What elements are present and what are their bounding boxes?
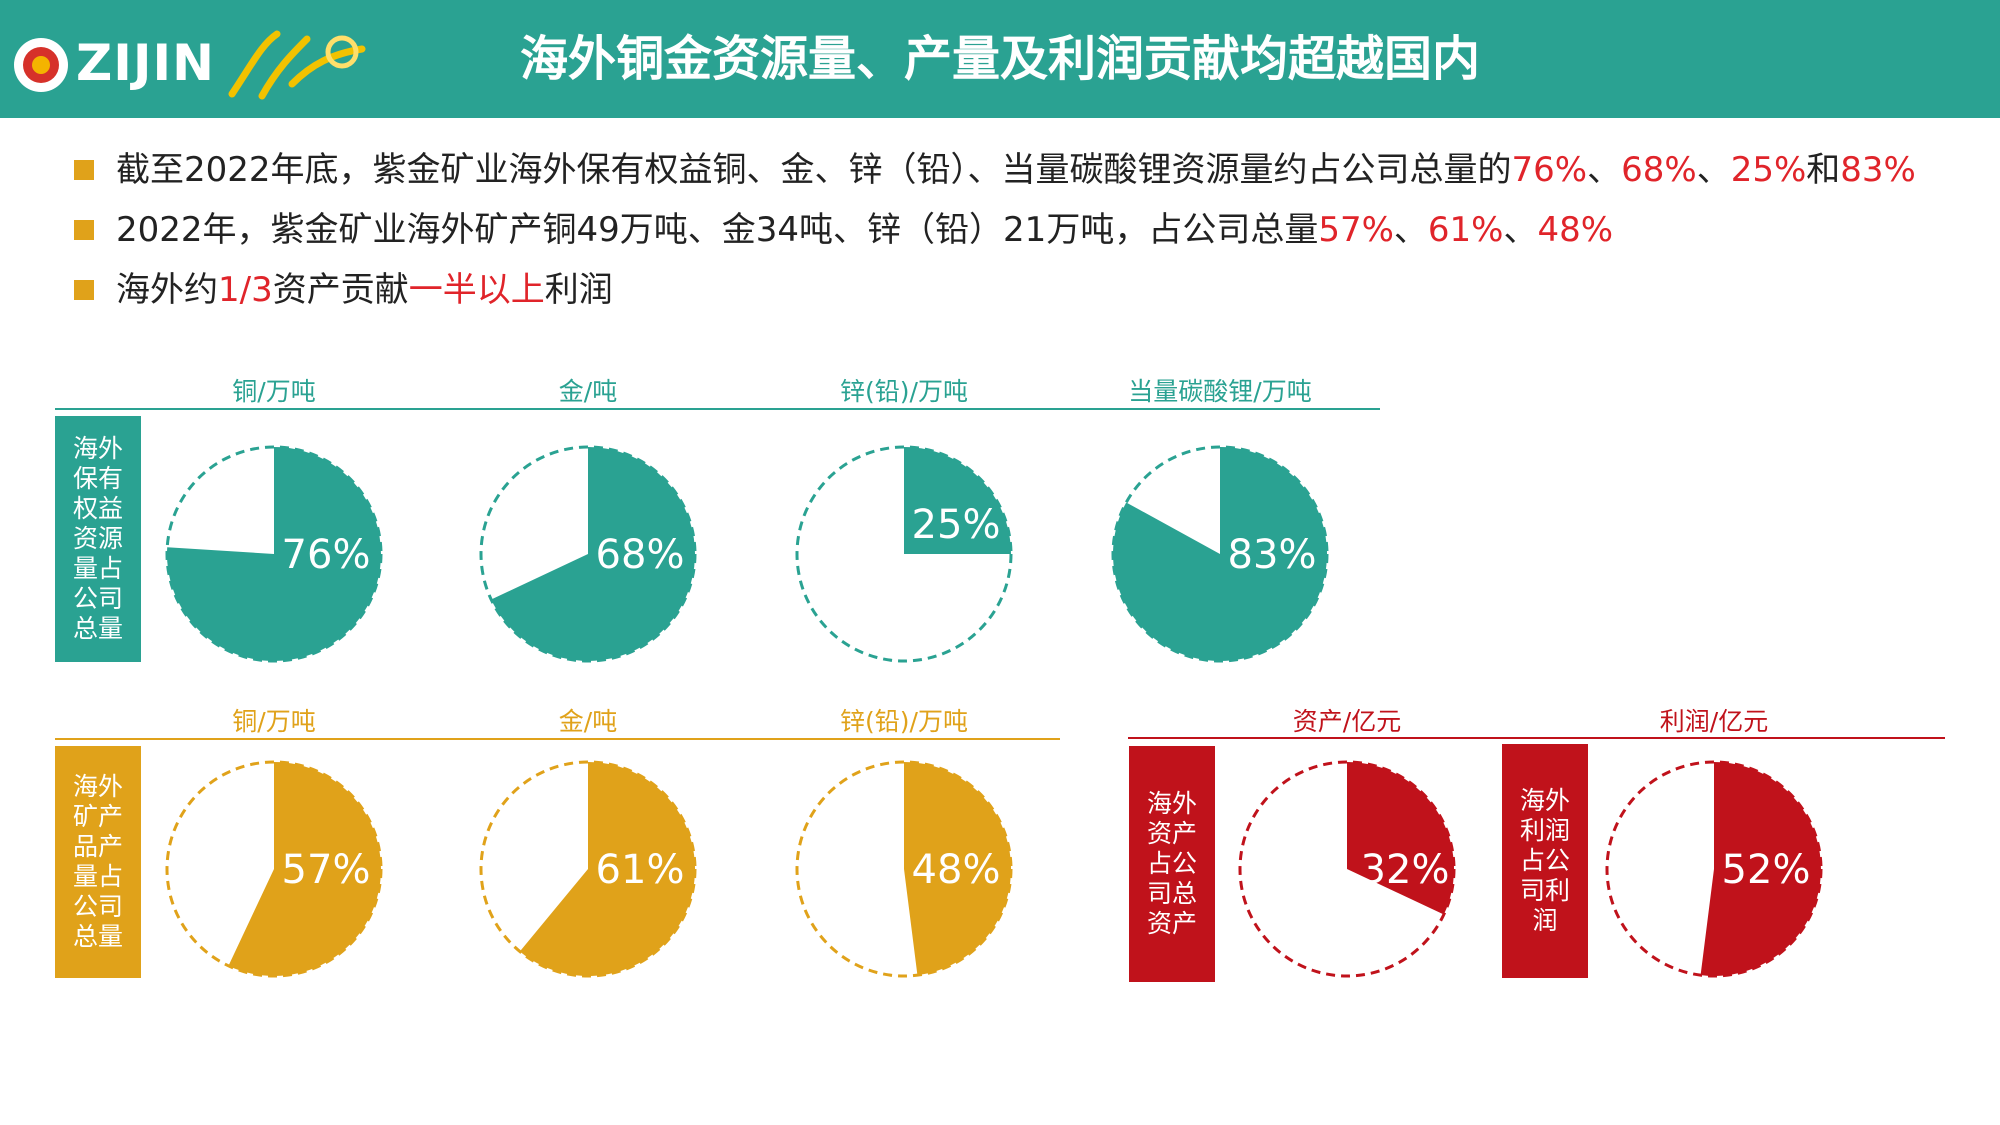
column-label: 资产/亿元 (1292, 707, 1402, 736)
bullet-text: 截至2022年底，紫金矿业海外保有权益铜、金、锌（铅）、当量碳酸锂资源量约占公司… (116, 150, 1512, 190)
bullet-text: 资产贡献 (272, 270, 409, 310)
bullet-text: 、 (1503, 210, 1538, 250)
bullet-text: 2022年，紫金矿业海外矿产铜49万吨、金34吨、锌（铅）21万吨，占公司总量 (116, 210, 1319, 250)
production-side-label: 海外矿产品产量占公司总量 (55, 746, 141, 978)
column-label: 铜/万吨 (232, 377, 316, 406)
column-label: 金/吨 (558, 707, 618, 736)
bullet-text: 海外约 (116, 270, 218, 310)
highlight-value: 68% (1621, 150, 1697, 190)
highlight-value: 25% (1730, 150, 1807, 190)
pie-value-label: 32% (1361, 847, 1450, 893)
highlight-value: 1/3 (218, 270, 273, 310)
pie-value-label: 48% (912, 847, 1001, 893)
pie-value-label: 61% (596, 847, 685, 893)
page-title: 海外铜金资源量、产量及利润贡献均超越国内 (519, 31, 1480, 87)
bullet-square-icon (74, 280, 94, 300)
profit-side-label: 海外利润占公司利润 (1502, 744, 1588, 978)
bullet-text: 、 (1587, 150, 1622, 190)
highlight-value: 57% (1318, 210, 1394, 250)
highlight-value: 一半以上 (408, 270, 545, 310)
pie-slice (228, 762, 381, 977)
column-label: 锌(铅)/万吨 (840, 377, 968, 406)
finance-rule (1128, 737, 1945, 739)
column-label: 当量碳酸锂/万吨 (1128, 377, 1312, 406)
pie-slice (1113, 447, 1328, 661)
column-label: 金/吨 (558, 377, 618, 406)
pie-value-label: 76% (282, 532, 371, 578)
bullet-item: 海外约1/3资产贡献一半以上利润 (70, 260, 1970, 320)
logo-text: ZIJIN (76, 34, 215, 92)
zijin-logo: ZIJIN (10, 24, 370, 106)
bullet-item: 2022年，紫金矿业海外矿产铜49万吨、金34吨、锌（铅）21万吨，占公司总量5… (70, 200, 1970, 260)
production-rule (55, 738, 1060, 740)
zijin-emblem-icon (14, 38, 68, 92)
assets-side-label: 海外资产占公司总资产 (1129, 746, 1215, 982)
anniversary-mark-icon (228, 30, 366, 100)
highlight-value: 76% (1511, 150, 1588, 190)
highlight-value: 61% (1427, 210, 1504, 250)
bullet-text: 、 (1696, 150, 1731, 190)
pie-slice (904, 762, 1012, 976)
bullet-square-icon (74, 220, 94, 240)
pie-value-label: 52% (1722, 847, 1811, 893)
pie-slice (166, 447, 381, 661)
pie-slice (519, 762, 696, 977)
pie-value-label: 57% (282, 847, 371, 893)
column-label: 利润/亿元 (1659, 707, 1769, 736)
bullet-text: 和 (1806, 150, 1841, 190)
highlight-value: 83% (1840, 150, 1916, 190)
pie-slice (904, 447, 1011, 554)
bullet-text: 利润 (544, 270, 613, 310)
column-label: 锌(铅)/万吨 (840, 707, 968, 736)
highlight-value: 48% (1537, 210, 1614, 250)
header-bar: ZIJIN 海外铜金资源量、产量及利润贡献均超越国内 (0, 0, 2000, 118)
resources-side-label: 海外保有权益资源量占公司总量 (55, 416, 141, 662)
resources-rule (55, 408, 1380, 410)
pie-value-label: 83% (1228, 532, 1317, 578)
bullet-text: 、 (1393, 210, 1428, 250)
bullet-square-icon (74, 160, 94, 180)
column-label: 铜/万吨 (232, 707, 316, 736)
bullet-list: 截至2022年底，紫金矿业海外保有权益铜、金、锌（铅）、当量碳酸锂资源量约占公司… (70, 140, 1970, 320)
pie-slice (491, 447, 695, 661)
pie-value-label: 25% (912, 502, 1001, 548)
pie-value-label: 68% (596, 532, 685, 578)
pie-slice (1700, 762, 1821, 976)
pie-slice (1347, 762, 1455, 915)
bullet-item: 截至2022年底，紫金矿业海外保有权益铜、金、锌（铅）、当量碳酸锂资源量约占公司… (70, 140, 1970, 200)
